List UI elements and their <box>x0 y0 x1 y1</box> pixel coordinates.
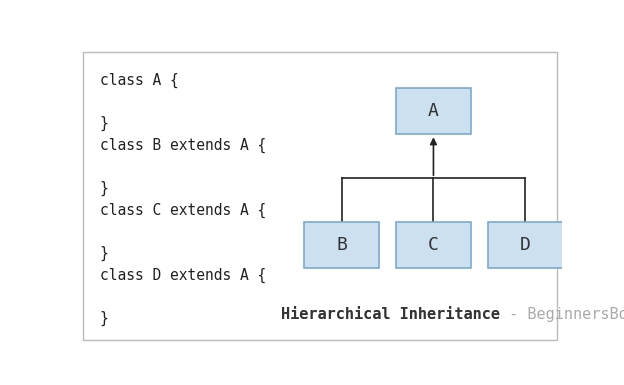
Text: B: B <box>336 236 347 254</box>
Text: D: D <box>520 236 531 254</box>
Bar <box>396 222 471 268</box>
Text: class B extends A {: class B extends A { <box>100 138 266 153</box>
Text: }: } <box>100 116 109 131</box>
Text: }: } <box>100 246 109 261</box>
Bar <box>396 89 471 134</box>
Bar <box>488 222 563 268</box>
Text: }: } <box>100 181 109 196</box>
Text: class A {: class A { <box>100 73 178 88</box>
Text: Hierarchical Inheritance: Hierarchical Inheritance <box>281 307 500 322</box>
Text: C: C <box>428 236 439 254</box>
Text: }: } <box>100 311 109 326</box>
Bar <box>304 222 379 268</box>
Text: class D extends A {: class D extends A { <box>100 268 266 283</box>
Text: Hierarchical Inheritance - BeginnersBook.com: Hierarchical Inheritance - BeginnersBook… <box>281 307 624 322</box>
Text: A: A <box>428 102 439 121</box>
Text: class C extends A {: class C extends A { <box>100 203 266 218</box>
